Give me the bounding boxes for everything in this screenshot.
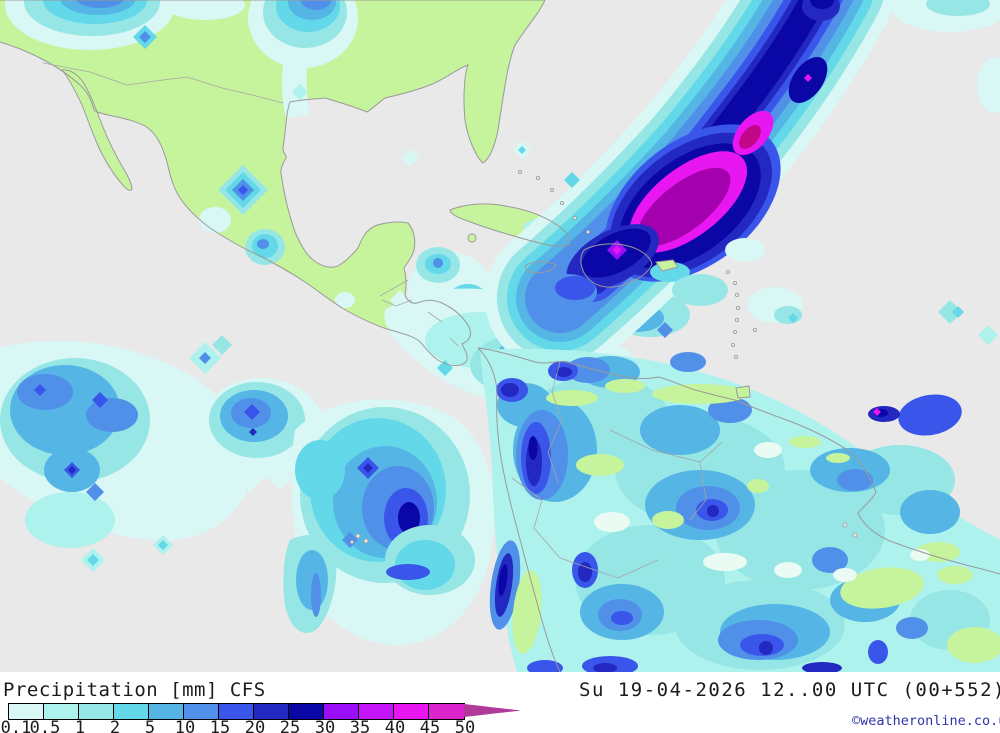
legend-box bbox=[254, 704, 289, 719]
footer-bar: Precipitation [mm] CFS Su 19-04-2026 12.… bbox=[0, 672, 1000, 733]
legend-box bbox=[79, 704, 114, 719]
legend-tick-label: 5 bbox=[144, 718, 156, 733]
legend-tick-label: 15 bbox=[209, 718, 231, 733]
valid-datetime: Su 19-04-2026 12..00 UTC (00+552) bbox=[579, 679, 1000, 701]
legend-tick-label: 45 bbox=[419, 718, 441, 733]
florida-bahamas-rain bbox=[513, 141, 591, 201]
legend-tick-label: 2 bbox=[109, 718, 121, 733]
isla-juventud-land bbox=[468, 234, 476, 242]
island-specks bbox=[349, 169, 858, 545]
legend-tick-label: 35 bbox=[349, 718, 371, 733]
galapagos-islands bbox=[355, 533, 361, 539]
legend-tick-label: 0.1 bbox=[0, 718, 32, 733]
legend-color-boxes bbox=[8, 703, 465, 720]
storm-core-maximum bbox=[637, 167, 731, 247]
pacific-navy-core bbox=[398, 502, 420, 534]
legend-colorbar: 0.1 0.5 1 2 5 10 15 20 25 30 35 40 45 50 bbox=[0, 672, 540, 733]
legend-overflow-arrow bbox=[464, 704, 521, 717]
copyright: ©weatheronline.co.uk bbox=[852, 713, 1000, 729]
legend-tick-label: 20 bbox=[244, 718, 266, 733]
north-america-land bbox=[0, 0, 545, 366]
baja-california-land bbox=[62, 69, 132, 191]
legend-box bbox=[359, 704, 394, 719]
mexico-rain bbox=[199, 149, 419, 308]
legend-box bbox=[219, 704, 254, 719]
legend-box bbox=[324, 704, 359, 719]
atlantic-cell bbox=[898, 394, 962, 436]
coastline-layer bbox=[0, 0, 1000, 672]
legend-box bbox=[149, 704, 184, 719]
jamaica-coast bbox=[524, 261, 557, 274]
legend-tick-label: 25 bbox=[279, 718, 301, 733]
legend-box bbox=[429, 704, 464, 719]
legend-tick-label: 40 bbox=[384, 718, 406, 733]
legend-box bbox=[44, 704, 79, 719]
legend-tick-label: 10 bbox=[174, 718, 196, 733]
legend-box bbox=[9, 704, 44, 719]
precipitation-map bbox=[0, 0, 1000, 672]
legend-box bbox=[394, 704, 429, 719]
border-layer bbox=[42, 62, 723, 579]
us-rain bbox=[5, 0, 1000, 118]
hispaniola-coast bbox=[580, 243, 653, 288]
legend-box bbox=[289, 704, 324, 719]
legend-tick-label: 50 bbox=[454, 718, 476, 733]
map-title: Precipitation [mm] CFS bbox=[3, 679, 266, 701]
atlantic-magenta-dot bbox=[873, 408, 881, 416]
map-svg bbox=[0, 0, 1000, 672]
legend-tick-label: 30 bbox=[314, 718, 336, 733]
legend-tick-label: 1 bbox=[74, 718, 86, 733]
pacific-rain bbox=[0, 335, 495, 646]
antilles-rain bbox=[650, 238, 998, 345]
storm-band bbox=[485, 0, 896, 373]
legend-box bbox=[114, 704, 149, 719]
trinidad-land bbox=[736, 386, 750, 398]
legend-box bbox=[184, 704, 219, 719]
legend-tick-labels: 0.1 0.5 1 2 5 10 15 20 25 30 35 40 45 50 bbox=[0, 718, 540, 733]
legend-tick-label: 0.5 bbox=[29, 718, 61, 733]
precipitation-layer bbox=[0, 0, 1000, 672]
